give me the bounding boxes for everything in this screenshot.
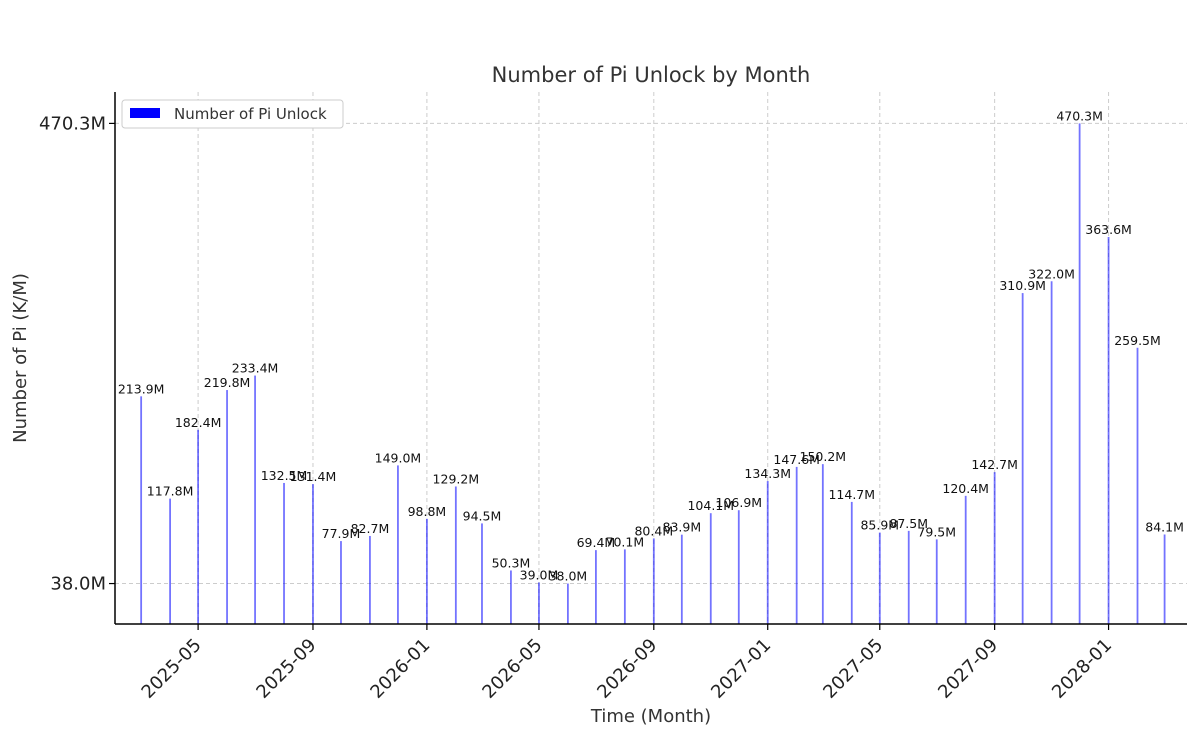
bar <box>964 495 967 624</box>
bar <box>1078 123 1081 624</box>
bar <box>850 501 853 624</box>
bar <box>1136 347 1139 624</box>
bar <box>766 481 769 624</box>
data-label: 39.0M <box>520 567 559 582</box>
axes <box>114 92 1187 625</box>
x-tick-label: 2025-09 <box>252 635 320 703</box>
data-label: 149.0M <box>375 450 422 465</box>
data-label: 120.4M <box>942 481 989 496</box>
x-tick-label: 2026-09 <box>593 635 661 703</box>
x-tick-label: 2028-01 <box>1048 635 1116 703</box>
data-label: 69.4M <box>577 535 616 550</box>
bar <box>340 541 342 624</box>
data-label: 84.1M <box>1145 519 1184 534</box>
data-label: 150.2M <box>800 449 847 464</box>
data-label: 131.4M <box>290 469 337 484</box>
bar <box>1050 281 1053 624</box>
bar <box>566 583 569 624</box>
data-label: 134.3M <box>744 466 791 481</box>
bar <box>709 513 712 624</box>
data-label: 104.1M <box>687 498 734 513</box>
bar <box>254 375 256 624</box>
bar <box>907 530 910 624</box>
data-label: 94.5M <box>463 508 502 523</box>
data-label: 114.7M <box>828 487 875 502</box>
data-label: 233.4M <box>232 361 279 376</box>
bar <box>226 390 228 624</box>
y-tick-label: 470.3M <box>39 113 106 134</box>
bar <box>878 532 881 624</box>
data-label: 82.7M <box>351 521 390 536</box>
data-label: 129.2M <box>433 471 480 486</box>
x-tick-label: 2025-05 <box>138 635 206 703</box>
bar <box>680 534 683 624</box>
bar <box>425 518 428 624</box>
bar <box>1021 293 1024 624</box>
x-tick-label: 2027-05 <box>819 635 887 703</box>
data-label: 83.9M <box>663 520 702 535</box>
bar <box>993 472 996 624</box>
y-axis-label: Number of Pi (K/M) <box>10 273 31 443</box>
data-label: 310.9M <box>999 278 1046 293</box>
data-label: 79.5M <box>917 524 956 539</box>
data-label: 363.6M <box>1085 222 1132 237</box>
x-axis-label: Time (Month) <box>590 706 711 727</box>
bar <box>397 465 399 624</box>
data-label: 213.9M <box>118 381 165 396</box>
data-label: 70.1M <box>606 534 645 549</box>
bar <box>821 464 824 624</box>
bar <box>795 466 798 624</box>
data-label: 259.5M <box>1114 333 1161 348</box>
data-label: 142.7M <box>971 457 1018 472</box>
data-label: 117.8M <box>147 484 194 499</box>
data-label: 98.8M <box>408 504 447 519</box>
x-tick-label: 2026-05 <box>478 635 546 703</box>
ticks: 38.0M 470.3M 2025-05 2025-09 2026-01 2026-05 2… <box>39 113 1116 702</box>
data-label: 38.0M <box>549 569 588 584</box>
legend-label: Number of Pi Unlock <box>174 105 327 123</box>
bar <box>510 570 512 624</box>
y-tick-label: 38.0M <box>50 574 106 595</box>
data-label: 85.9M <box>860 518 899 533</box>
legend-box <box>121 99 344 129</box>
legend: Number of Pi Unlock <box>121 99 344 129</box>
bar <box>140 396 143 624</box>
bar <box>595 550 597 624</box>
bar <box>652 538 655 624</box>
x-tick-label: 2027-01 <box>707 635 775 703</box>
bar <box>1163 534 1166 624</box>
data-label: 106.9M <box>715 495 762 510</box>
bar <box>454 486 457 624</box>
data-label: 132.5M <box>261 468 308 483</box>
chart-title: Number of Pi Unlock by Month <box>492 63 811 87</box>
data-label: 470.3M <box>1056 108 1103 123</box>
data-label: 77.9M <box>322 526 361 541</box>
bar <box>538 582 540 624</box>
data-label: 182.4M <box>175 415 222 430</box>
bar <box>623 549 626 624</box>
data-label: 80.4M <box>634 523 673 538</box>
x-tick-label: 2027-09 <box>934 635 1002 703</box>
bar <box>935 539 938 624</box>
bar <box>481 523 483 624</box>
data-label: 87.5M <box>889 516 928 531</box>
data-label: 322.0M <box>1028 266 1075 281</box>
bar <box>197 429 200 624</box>
data-label: 147.6M <box>773 452 820 467</box>
x-tick-label: 2026-01 <box>366 635 434 703</box>
grid-lines <box>115 92 1187 624</box>
bar <box>1107 236 1110 624</box>
legend-swatch <box>130 108 160 118</box>
bar <box>312 484 314 624</box>
bar <box>737 510 740 624</box>
bar <box>283 482 285 624</box>
data-label: 50.3M <box>492 555 531 570</box>
data-label: 219.8M <box>204 375 251 390</box>
bar <box>169 498 171 624</box>
bars <box>140 123 1166 624</box>
bar <box>369 535 371 624</box>
